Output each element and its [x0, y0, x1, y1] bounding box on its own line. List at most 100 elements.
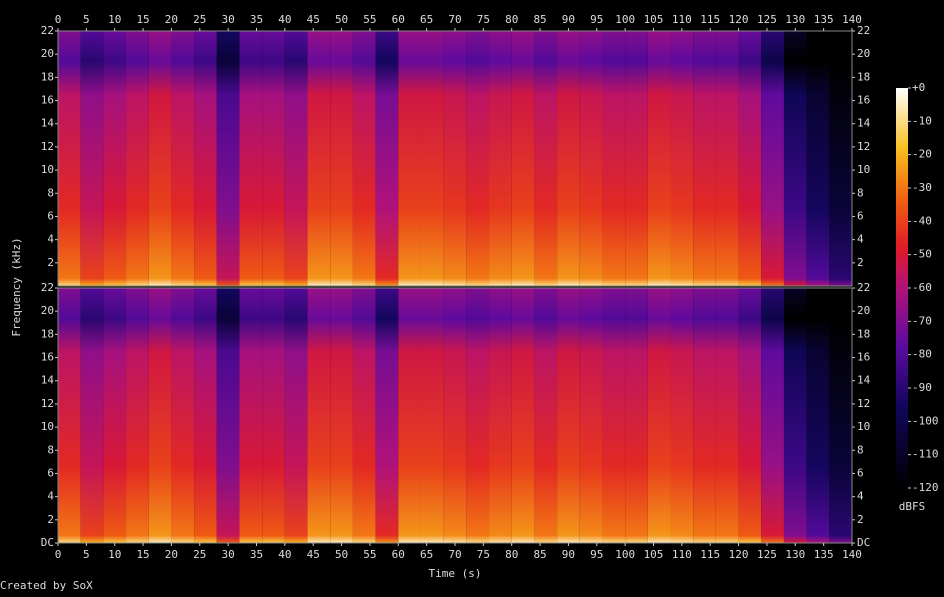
spectrum-column — [262, 31, 285, 286]
x-tick-label: 80 — [505, 13, 518, 26]
y-tick-label: 10 — [857, 163, 870, 176]
x-tick-label: 45 — [307, 13, 320, 26]
y-tick-label: 22 — [857, 24, 870, 37]
spectrum-column — [171, 31, 195, 286]
spectrum-column — [58, 288, 81, 543]
spectrum-column — [489, 31, 512, 286]
y-tick-label: 16 — [857, 351, 870, 364]
x-tick-label: 40 — [278, 13, 291, 26]
y-tick-label: DC — [41, 536, 54, 549]
spectrum-column — [126, 288, 149, 543]
x-tick-label: 75 — [477, 13, 490, 26]
y-tick-label: 10 — [41, 163, 54, 176]
spectrum-column — [171, 288, 195, 543]
y-tick-label: 2 — [47, 513, 54, 526]
y-tick-label: 8 — [47, 186, 54, 199]
colorbar-label: dBFS — [899, 500, 926, 513]
y-tick-label: 22 — [41, 24, 54, 37]
x-tick-label: 120 — [729, 13, 749, 26]
spectrum-column — [375, 31, 399, 286]
x-tick-label: 60 — [392, 548, 405, 561]
y-tick-label: 4 — [47, 490, 54, 503]
y-tick-label: 18 — [857, 327, 870, 340]
y-tick-label: 14 — [41, 374, 55, 387]
x-tick-label: 95 — [590, 13, 603, 26]
spectrum-column — [715, 31, 739, 286]
x-tick-label: 115 — [700, 13, 720, 26]
spectrum-column — [80, 31, 104, 286]
y-tick-label: 4 — [857, 233, 864, 246]
spectrum-column — [148, 288, 172, 543]
x-tick-label: 105 — [644, 548, 664, 561]
spectrum-column — [284, 31, 308, 286]
spectrum-column — [715, 288, 739, 543]
spectrum-column — [579, 31, 603, 286]
spectrum-column — [489, 288, 512, 543]
spectrum-column — [126, 31, 149, 286]
spectrum-column — [443, 31, 467, 286]
x-tick-label: 15 — [136, 13, 149, 26]
spectrum-column — [761, 288, 784, 543]
x-tick-label: 105 — [644, 13, 664, 26]
colorbar-tick-label: -100 — [912, 414, 939, 427]
x-tick-label: 100 — [615, 548, 635, 561]
x-tick-label: 85 — [533, 548, 546, 561]
spectrum-column — [670, 31, 694, 286]
y-tick-label: 18 — [41, 70, 54, 83]
x-tick-label: 70 — [448, 13, 461, 26]
spectrum-column — [783, 31, 807, 286]
x-tick-label: 5 — [83, 13, 90, 26]
x-tick-label: 10 — [108, 13, 121, 26]
y-tick-label: 12 — [41, 140, 54, 153]
spectrum-column — [806, 288, 830, 543]
x-tick-label: 120 — [729, 548, 749, 561]
x-tick-label: 50 — [335, 548, 348, 561]
y-tick-label: 8 — [857, 186, 864, 199]
x-tick-label: 110 — [672, 13, 692, 26]
colorbar-tick-label: +0 — [912, 81, 925, 94]
x-tick-label: 95 — [590, 548, 603, 561]
x-tick-label: 135 — [814, 548, 834, 561]
x-tick-label: 140 — [842, 548, 862, 561]
y-tick-label: 20 — [857, 304, 870, 317]
y-tick-label: 6 — [47, 466, 54, 479]
y-tick-label: 14 — [41, 117, 55, 130]
x-tick-label: 15 — [136, 548, 149, 561]
y-tick-label: 6 — [857, 466, 864, 479]
colorbar-tick-label: -120 — [912, 481, 939, 494]
colorbar — [896, 88, 908, 488]
colorbar-tick-label: -110 — [912, 448, 939, 461]
spectrum-column — [103, 288, 127, 543]
spectrum-column — [738, 31, 762, 286]
x-tick-label: 55 — [363, 548, 376, 561]
y-tick-label: 12 — [857, 140, 870, 153]
colorbar-tick-label: -50 — [912, 248, 932, 261]
spectrum-column — [511, 288, 535, 543]
spectrum-column — [239, 31, 263, 286]
spectrum-column — [670, 288, 694, 543]
y-tick-label: 14 — [857, 117, 871, 130]
x-tick-label: 20 — [165, 13, 178, 26]
spectrum-column — [307, 288, 331, 543]
y-tick-label: 18 — [41, 327, 54, 340]
y-tick-label: 22 — [857, 281, 870, 294]
x-tick-label: 45 — [307, 548, 320, 561]
x-tick-label: 140 — [842, 13, 862, 26]
spectrum-column — [534, 288, 558, 543]
y-axis-label: Frequency (kHz) — [10, 237, 23, 336]
spectrum-column — [420, 31, 444, 286]
spectrum-column — [262, 288, 285, 543]
spectrum-column — [216, 288, 240, 543]
x-tick-label: 40 — [278, 548, 291, 561]
y-tick-label: 12 — [41, 397, 54, 410]
x-tick-label: 35 — [250, 13, 263, 26]
spectrum-column — [557, 288, 580, 543]
x-tick-label: 110 — [672, 548, 692, 561]
x-tick-label: 30 — [222, 548, 235, 561]
x-tick-label: 20 — [165, 548, 178, 561]
spectrum-column — [534, 31, 558, 286]
x-tick-label: 55 — [363, 13, 376, 26]
x-tick-label: 70 — [448, 548, 461, 561]
y-tick-label: 20 — [41, 304, 54, 317]
spectrum-column — [693, 288, 716, 543]
